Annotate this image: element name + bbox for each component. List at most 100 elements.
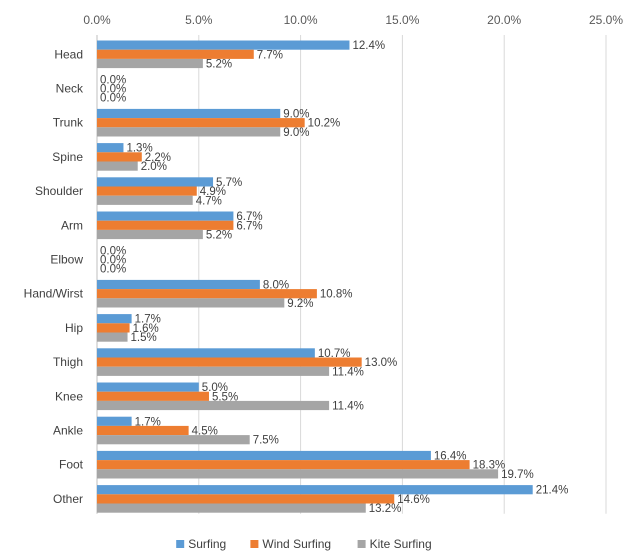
data-label: 14.6% (397, 494, 430, 506)
data-label: 12.4% (352, 40, 385, 52)
category-label: Foot (59, 458, 84, 472)
bar (97, 220, 234, 230)
legend-swatch (250, 540, 259, 548)
data-label: 1.5% (131, 332, 157, 344)
bar (97, 332, 128, 342)
legend: Surfing Wind Surfing Kite Surfing (176, 537, 432, 551)
bars (97, 40, 533, 513)
x-tick-label: 25.0% (589, 13, 623, 27)
data-label: 4.7% (196, 195, 222, 207)
category-label: Arm (61, 218, 83, 232)
legend-item: Wind Surfing (250, 537, 331, 551)
data-label: 11.4% (332, 366, 364, 378)
bar (97, 469, 499, 479)
bar (97, 229, 203, 240)
bar (97, 152, 142, 162)
data-label: 7.7% (257, 49, 283, 61)
bar (97, 195, 193, 205)
bar (97, 127, 281, 137)
bar (97, 177, 214, 187)
data-label: 2.2% (145, 152, 171, 164)
legend-swatch (176, 540, 185, 548)
data-label: 1.7% (135, 416, 161, 428)
data-label: 0.0% (100, 245, 126, 257)
category-label: Spine (52, 150, 83, 164)
bar (97, 161, 138, 171)
data-label: 0.0% (100, 264, 126, 276)
category-label: Trunk (53, 116, 84, 130)
data-label: 6.7% (236, 211, 262, 223)
legend-item: Surfing (176, 537, 226, 551)
category-label: Hand/Wirst (24, 287, 84, 301)
data-label: 2.0% (141, 161, 167, 173)
bar (97, 435, 250, 445)
data-label: 10.2% (308, 118, 341, 130)
bar (97, 382, 199, 392)
bar (97, 211, 234, 221)
bar (97, 400, 330, 411)
bar (97, 391, 209, 401)
bar (97, 494, 395, 504)
data-label: 11.4% (332, 401, 364, 413)
data-label: 13.2% (369, 503, 402, 515)
data-label: 4.9% (200, 186, 226, 198)
data-label: 5.5% (212, 391, 238, 403)
data-label: 9.2% (287, 298, 313, 310)
data-label: 0.0% (100, 93, 126, 105)
bar (97, 357, 362, 367)
bar (97, 58, 203, 69)
bar (97, 186, 197, 196)
data-label: 19.7% (501, 469, 534, 481)
legend-item: Kite Surfing (357, 537, 432, 551)
category-label: Knee (55, 389, 83, 403)
bar (97, 298, 285, 308)
category-label: Hip (65, 321, 83, 335)
x-tick-label: 20.0% (487, 13, 521, 27)
data-label: 21.4% (536, 485, 569, 497)
category-labels: Head Neck Trunk Spine Shoulder Arm Elbow Hand/W… (24, 47, 84, 506)
data-label: 7.5% (253, 435, 279, 447)
x-axis-ticks: 0.0% 5.0% 10.0% 15.0% 20.0% 25.0% (83, 13, 623, 27)
category-label: Shoulder (35, 184, 83, 198)
data-label: 5.0% (202, 382, 228, 394)
bar (97, 279, 260, 290)
legend-label: Surfing (188, 537, 226, 551)
bar (97, 460, 470, 470)
bar (97, 366, 330, 376)
data-label: 13.0% (365, 357, 398, 369)
category-label: Neck (56, 82, 84, 96)
bar (97, 314, 132, 324)
category-label: Ankle (53, 424, 83, 438)
bar (97, 143, 124, 153)
data-label: 16.4% (434, 451, 467, 463)
data-labels: 12.4%7.7%5.2%0.0%0.0%0.0%9.0%10.2%9.0%1.… (100, 40, 568, 515)
data-label: 8.0% (263, 280, 289, 292)
category-label: Other (53, 492, 83, 506)
bar (97, 503, 366, 513)
x-tick-label: 10.0% (284, 13, 318, 27)
bar (97, 289, 317, 299)
data-label: 0.0% (100, 255, 126, 267)
x-tick-label: 15.0% (385, 13, 419, 27)
category-label: Head (54, 47, 83, 61)
data-label: 18.3% (473, 460, 506, 472)
legend-label: Kite Surfing (370, 537, 432, 551)
category-label: Elbow (50, 253, 83, 267)
bar (97, 425, 189, 436)
bar (97, 416, 132, 426)
data-label: 1.6% (133, 323, 159, 335)
bar (97, 450, 431, 461)
bar (97, 108, 281, 119)
x-tick-label: 5.0% (185, 13, 213, 27)
data-label: 0.0% (100, 74, 126, 86)
data-label: 5.2% (206, 59, 232, 71)
data-label: 5.2% (206, 230, 232, 242)
data-label: 9.0% (283, 109, 309, 121)
bar (97, 323, 130, 333)
data-label: 10.8% (320, 289, 353, 301)
x-tick-label: 0.0% (83, 13, 111, 27)
legend-swatch (357, 540, 366, 548)
bar (97, 118, 305, 128)
bar (97, 485, 533, 495)
